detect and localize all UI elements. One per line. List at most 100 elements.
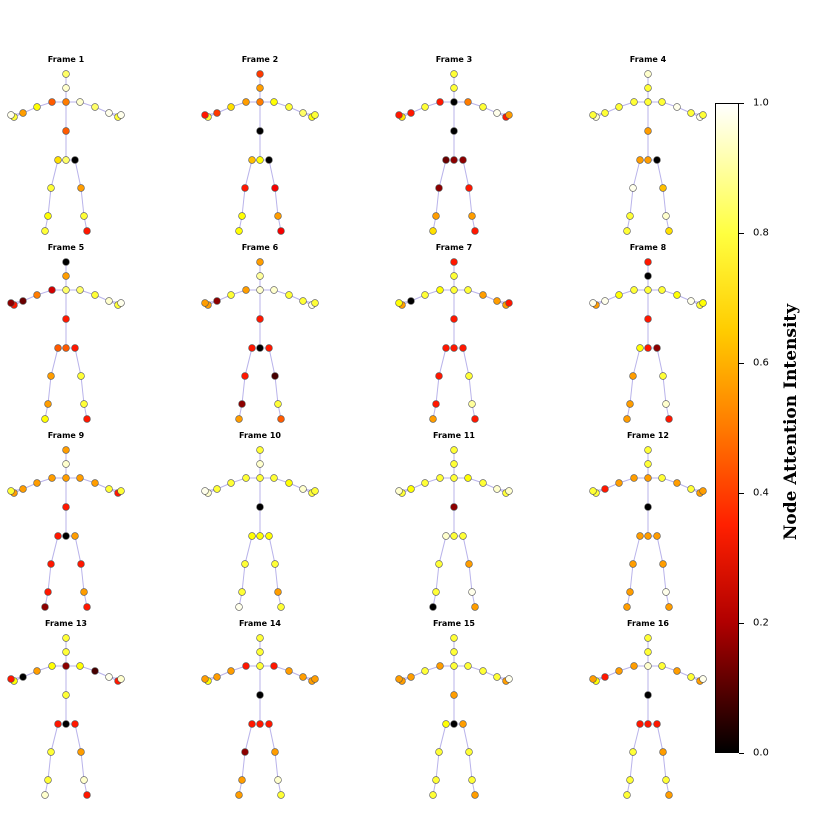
joint-node [630,286,638,294]
joint-node [271,184,279,192]
skeleton-plot [589,70,707,235]
skeleton-plot [201,634,319,799]
skeleton-bone [244,159,253,189]
skeleton-bone [50,347,59,377]
joint-node [479,291,487,299]
joint-node [299,485,307,493]
joint-node [432,400,440,408]
joint-node [62,98,70,106]
skeleton-bone [274,751,279,781]
joint-node [450,720,458,728]
joint-node [644,460,652,468]
joint-node [450,446,458,454]
joint-node [91,479,99,487]
joint-node [201,299,209,307]
joint-node [459,532,467,540]
joint-node [662,776,670,784]
frame-title: Frame 14 [239,619,281,628]
joint-node [429,415,437,423]
joint-node [450,272,458,280]
skeleton-bone [632,159,641,189]
joint-node [464,474,472,482]
joint-node [629,184,637,192]
frame-panel: Frame 3 [388,0,578,235]
joint-node [436,662,444,670]
joint-node [117,675,125,683]
joint-node [256,84,264,92]
frame-title: Frame 3 [435,55,473,64]
frame-panel: Frame 8 [582,188,772,423]
joint-node [699,299,707,307]
frame-title: Frame 9 [47,431,85,440]
joint-node [19,673,27,681]
joint-node [19,485,27,493]
joint-node [256,258,264,266]
skeleton-plot [7,634,125,799]
frame-panel: Frame 13 [0,564,190,799]
frame-panel: Frame 10 [194,376,384,611]
joint-node [629,560,637,568]
joint-node [442,156,450,164]
joint-node [626,212,634,220]
joint-node [407,109,415,117]
skeleton-bone [656,347,664,377]
joint-node [33,291,41,299]
joint-node [450,156,458,164]
frame-panel: Frame 12 [582,376,772,611]
skeleton-bone [629,187,634,217]
colorbar-tick [739,623,744,624]
skeleton-bone [274,563,279,593]
joint-node [256,634,264,642]
joint-node [662,212,670,220]
joint-node [83,415,91,423]
joint-node [465,372,473,380]
skeleton-bone [80,751,85,781]
joint-node [201,111,209,119]
joint-node [407,297,415,305]
colorbar-tick-label: 1.0 [753,97,769,109]
joint-node [265,532,273,540]
frame-panel: Frame 6 [194,188,384,423]
joint-node [83,603,91,611]
skeleton-bone [656,535,664,565]
skeleton-bone [462,535,470,565]
joint-node [644,258,652,266]
frame-title: Frame 6 [241,243,279,252]
joint-node [105,109,113,117]
joint-node [105,297,113,305]
joint-node [62,634,70,642]
joint-node [658,662,666,670]
joint-node [493,297,501,305]
colorbar-tick [739,103,744,104]
joint-node [699,487,707,495]
joint-node [76,474,84,482]
joint-node [311,111,319,119]
joint-node [277,227,285,235]
joint-node [271,748,279,756]
colorbar-tick-label: 0.8 [753,227,769,239]
joint-node [213,109,221,117]
joint-node [442,532,450,540]
joint-node [19,297,27,305]
skeleton-bone [462,723,470,753]
joint-node [48,474,56,482]
joint-node [644,70,652,78]
joint-node [76,98,84,106]
joint-node [653,344,661,352]
joint-node [432,776,440,784]
joint-node [601,109,609,117]
joint-node [450,503,458,511]
joint-node [450,474,458,482]
joint-node [626,400,634,408]
joint-node [270,474,278,482]
joint-node [235,415,243,423]
joint-node [242,662,250,670]
joint-node [213,297,221,305]
joint-node [44,776,52,784]
joint-node [62,446,70,454]
skeleton-bone [662,375,667,405]
joint-node [7,487,15,495]
joint-node [623,791,631,799]
skeleton-bone [244,535,253,565]
joint-node [429,603,437,611]
